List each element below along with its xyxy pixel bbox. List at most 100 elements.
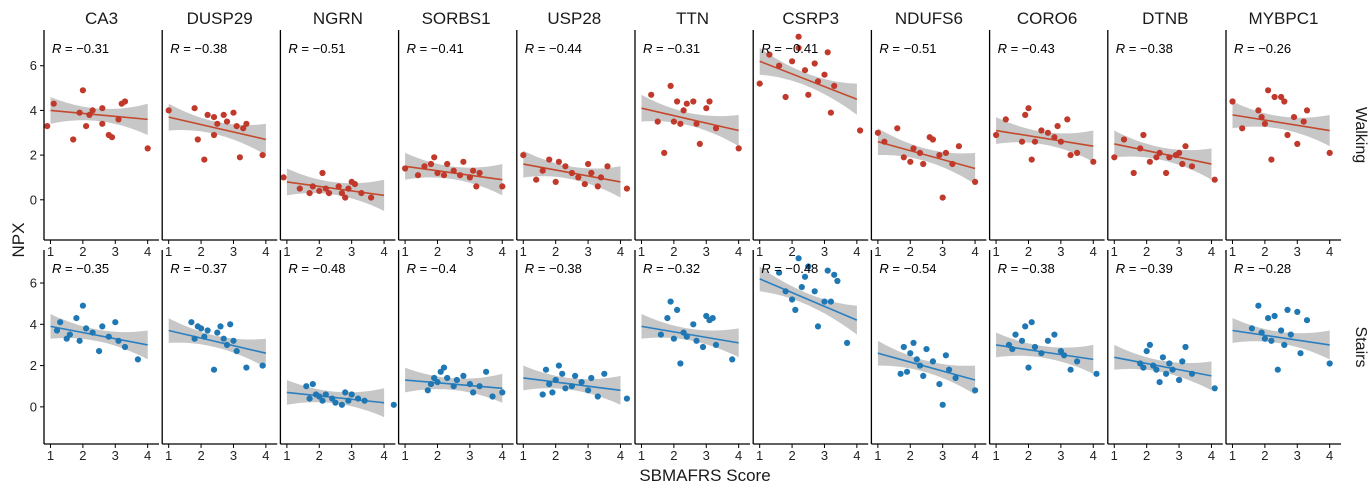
data-point [1025, 364, 1032, 371]
panel-walking-ndufs6: R = −0.51 1 2 3 4 [870, 30, 987, 259]
data-point [450, 167, 457, 174]
data-point [99, 105, 106, 112]
r-symbol: R [288, 261, 297, 276]
data-point [473, 183, 480, 190]
data-point [1018, 337, 1026, 344]
data-point [201, 333, 208, 340]
data-point [66, 331, 73, 338]
r-value: = −0.43 [1007, 41, 1055, 56]
data-point [1281, 98, 1288, 105]
data-point [929, 358, 937, 365]
strip-label-csrp3: CSRP3 [782, 9, 839, 28]
data-point [460, 158, 467, 165]
data-point [306, 190, 313, 197]
regression-line [877, 352, 976, 381]
confidence-band [641, 313, 739, 358]
r-symbol: R [1116, 41, 1125, 56]
r-symbol: R [407, 261, 416, 276]
data-point [1284, 306, 1291, 313]
data-point [355, 395, 362, 402]
x-tick-label: 3 [1175, 244, 1182, 259]
data-point [703, 312, 710, 320]
data-point [712, 341, 720, 348]
x-tick-label: 3 [703, 244, 710, 259]
x-tick-label: 4 [1326, 244, 1333, 259]
data-point [1140, 131, 1147, 139]
data-point [1156, 379, 1163, 386]
data-point [834, 277, 841, 285]
data-point [831, 271, 838, 278]
data-point [562, 163, 569, 170]
strip-labels: CA3 DUSP29 NGRN SORBS1 USP28 TTN CSRP3 NDUFS6 CO… [85, 9, 1319, 28]
data-point [240, 125, 247, 132]
r-value: = −0.44 [534, 41, 582, 56]
x-tick-label: 4 [499, 244, 506, 259]
r-symbol: R [170, 41, 179, 56]
x-tick-label: 3 [703, 448, 710, 463]
data-point [79, 87, 86, 94]
confidence-band [1114, 130, 1212, 180]
x-tick-label: 1 [1111, 244, 1118, 259]
data-point [661, 149, 668, 156]
data-point [223, 118, 231, 125]
x-tick-label: 1 [1229, 448, 1236, 463]
r-value: = −0.48 [771, 261, 819, 276]
data-point [431, 154, 438, 161]
panel-walking-sorbs1: R = −0.41 1 2 3 4 [397, 30, 514, 259]
x-tick-label: 1 [992, 244, 999, 259]
data-point [827, 109, 835, 116]
x-tick-label: 3 [1294, 244, 1301, 259]
strip-label-coro6: CORO6 [1017, 9, 1077, 28]
x-tick-label: 1 [756, 244, 763, 259]
data-point [83, 325, 90, 332]
data-point [680, 107, 687, 114]
x-axis-title: SBMAFRS Score [639, 466, 770, 485]
regression-line [759, 278, 858, 321]
data-point [316, 187, 323, 194]
panel-walking-csrp3: R = −0.41 1 2 3 4 [752, 30, 869, 259]
x-tick-label: 2 [1025, 448, 1032, 463]
x-tick-label: 1 [874, 244, 881, 259]
r-label: R = −0.26 [1234, 41, 1291, 56]
data-point [1290, 114, 1298, 121]
data-point [499, 183, 506, 190]
confidence-band [168, 103, 266, 156]
panel-walking-ca3: R = −0.31 1 2 3 4 0 2 4 6 [30, 30, 159, 259]
data-point [134, 356, 141, 363]
data-point [191, 105, 198, 112]
data-point [1176, 149, 1183, 156]
r-label: R = −0.38 [525, 261, 582, 276]
data-point [585, 160, 592, 168]
r-symbol: R [170, 261, 179, 276]
data-point [588, 374, 595, 382]
x-tick-label: 4 [1326, 448, 1333, 463]
panel-stairs-dusp29: R = −0.37 1 2 3 4 [161, 250, 278, 463]
data-point [1287, 331, 1294, 338]
r-value: = −0.31 [61, 41, 109, 56]
r-value: = −0.48 [298, 261, 346, 276]
r-label: R = −0.38 [170, 41, 227, 56]
r-symbol: R [998, 41, 1007, 56]
strip-label-sorbs1: SORBS1 [422, 9, 491, 28]
data-point [1028, 319, 1035, 326]
data-point [303, 383, 310, 390]
regression-line [1114, 143, 1212, 165]
data-point [1163, 370, 1170, 377]
data-point [306, 395, 313, 402]
data-point [1093, 370, 1100, 377]
data-point [706, 98, 713, 105]
x-tick-label: 2 [79, 448, 86, 463]
data-point [1012, 331, 1019, 338]
data-point [552, 178, 559, 185]
data-point [1271, 312, 1278, 320]
data-point [57, 319, 64, 326]
data-point [664, 315, 671, 322]
data-point [801, 67, 809, 74]
data-point [907, 350, 914, 357]
data-point [1326, 149, 1333, 156]
x-tick-label: 3 [348, 244, 355, 259]
data-point [581, 181, 588, 188]
data-point [338, 401, 345, 408]
data-point [824, 267, 831, 274]
